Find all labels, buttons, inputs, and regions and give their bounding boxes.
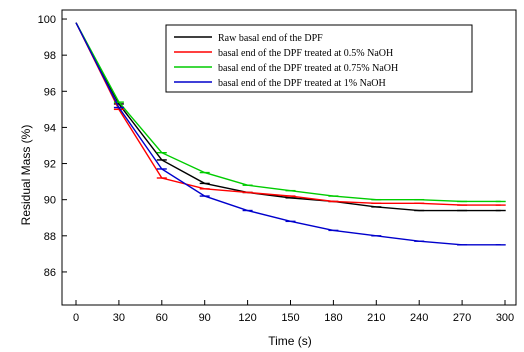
x-axis: 0 30 60 90 120 150 180 210 240 270 300: [73, 300, 514, 324]
x-tick-label: 240: [410, 312, 428, 324]
y-tick-label: 100: [38, 14, 56, 26]
y-tick-label: 86: [44, 267, 56, 279]
y-tick-label: 98: [44, 50, 56, 62]
legend: Raw basal end of the DPF basal end of the…: [165, 24, 473, 93]
legend-box: [165, 24, 473, 93]
y-tick-label: 92: [44, 159, 56, 171]
x-tick-label: 150: [281, 312, 299, 324]
x-tick-label: 300: [496, 312, 514, 324]
x-tick-label: 30: [113, 312, 125, 324]
x-tick-label: 270: [453, 312, 471, 324]
legend-label: basal end of the DPF treated at 1% NaOH: [218, 78, 386, 89]
y-tick-label: 94: [44, 122, 56, 134]
legend-label: basal end of the DPF treated at 0.5% NaO…: [218, 48, 393, 59]
x-tick-label: 60: [156, 312, 168, 324]
legend-label: Raw basal end of the DPF: [218, 33, 323, 44]
legend-label: basal end of the DPF treated at 0.75% Na…: [218, 63, 398, 74]
x-tick-label: 210: [367, 312, 385, 324]
x-tick-label: 120: [238, 312, 256, 324]
x-tick-label: 180: [324, 312, 342, 324]
y-tick-label: 88: [44, 231, 56, 243]
plot-border: [61, 9, 517, 306]
y-axis: 86 88 90 92 94 96 98 100: [38, 14, 67, 279]
x-tick-label: 0: [73, 312, 79, 324]
series-lines: [75, 22, 506, 246]
series-2: [75, 22, 506, 206]
y-axis-title: Residual Mass (%): [19, 125, 33, 226]
x-axis-title: Time (s): [268, 334, 312, 348]
x-tick-label: 90: [199, 312, 211, 324]
series-4: [75, 22, 506, 246]
y-tick-label: 96: [44, 86, 56, 98]
plot-area: [61, 9, 517, 306]
y-tick-label: 90: [44, 195, 56, 207]
